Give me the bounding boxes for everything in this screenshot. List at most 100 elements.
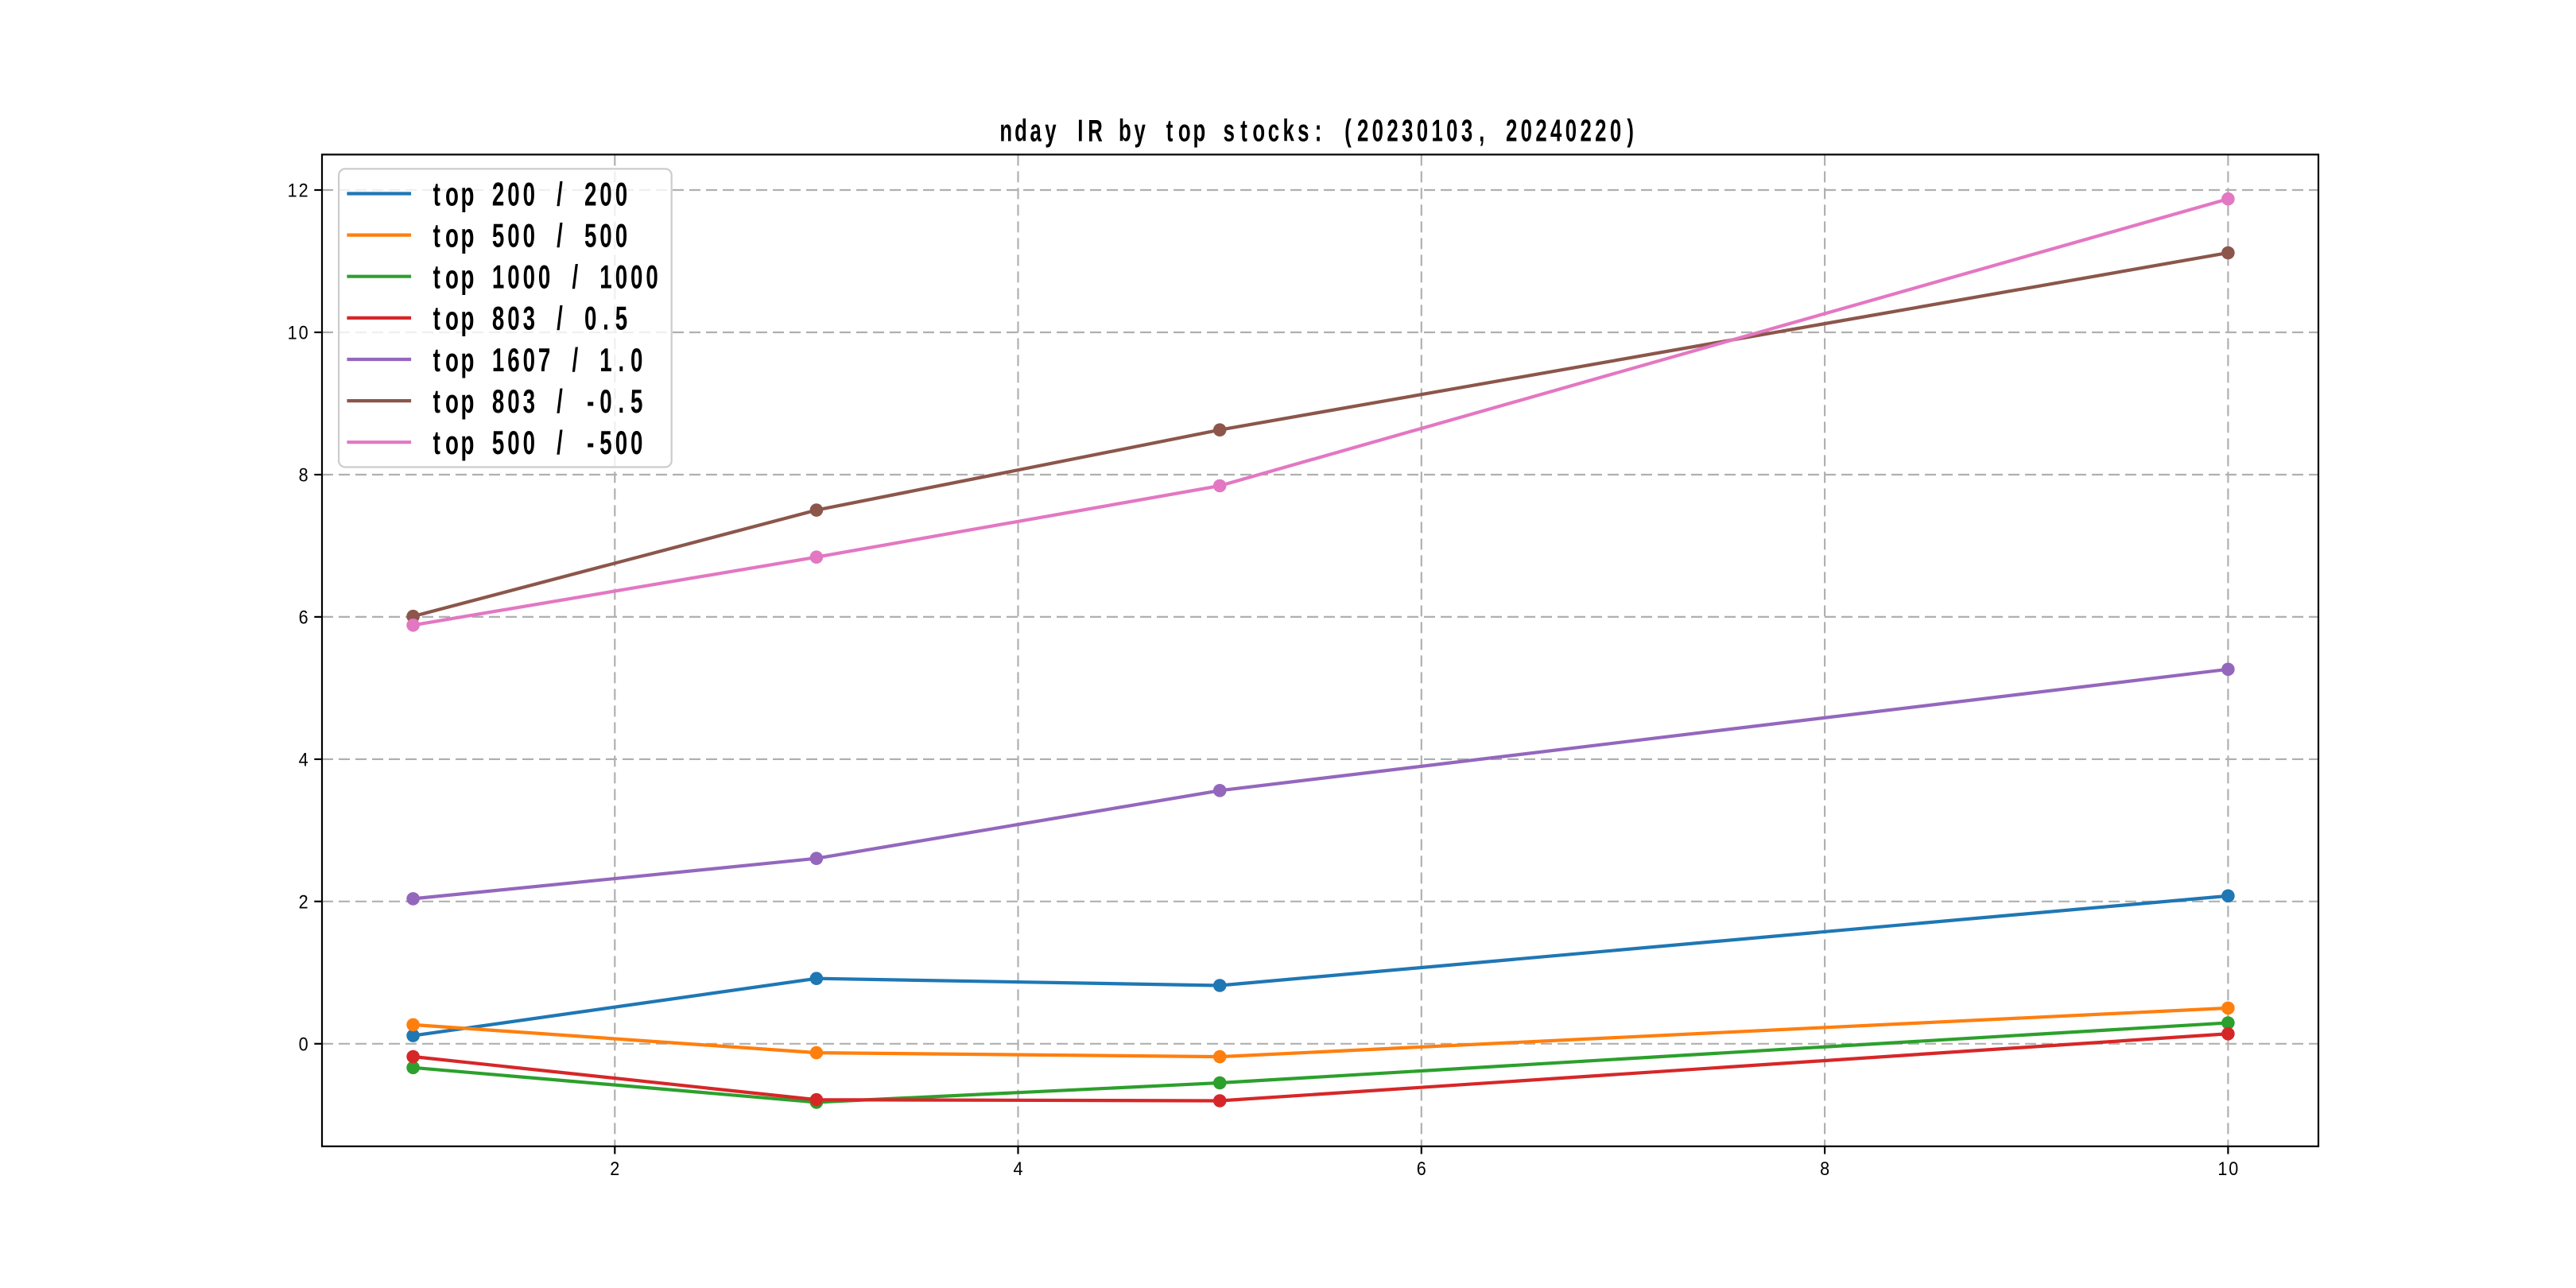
svg-text:3: 3: [1402, 114, 1413, 149]
svg-text:0: 0: [507, 217, 519, 254]
svg-text:2: 2: [610, 1158, 619, 1179]
svg-text:0: 0: [599, 217, 611, 254]
svg-text:2: 2: [1595, 114, 1606, 149]
svg-text:p: p: [460, 424, 474, 461]
svg-text:1: 1: [599, 341, 611, 378]
svg-text:o: o: [445, 176, 459, 213]
svg-text:2: 2: [1535, 114, 1546, 149]
svg-text:o: o: [445, 300, 459, 337]
svg-text:0: 0: [1446, 114, 1457, 149]
svg-text:8: 8: [492, 300, 504, 337]
svg-text:3: 3: [523, 382, 535, 420]
svg-text:d: d: [1014, 114, 1027, 149]
svg-text:y: y: [1134, 114, 1146, 149]
svg-text:0: 0: [646, 258, 658, 296]
svg-text:0: 0: [584, 300, 596, 337]
svg-text:8: 8: [1820, 1158, 1829, 1179]
svg-text:/: /: [557, 382, 563, 420]
svg-text:.: .: [619, 341, 625, 378]
svg-text:2: 2: [1357, 114, 1368, 149]
svg-text:0: 0: [507, 176, 519, 213]
svg-text:o: o: [445, 341, 459, 378]
svg-text:5: 5: [492, 217, 504, 254]
svg-text:0: 0: [1610, 114, 1621, 149]
svg-text:0: 0: [538, 258, 550, 296]
svg-text:0: 0: [615, 217, 627, 254]
svg-text:n: n: [999, 114, 1012, 149]
svg-text:0: 0: [2229, 1158, 2238, 1179]
svg-text:0: 0: [523, 176, 535, 213]
svg-text:t: t: [433, 176, 440, 213]
svg-text:4: 4: [1013, 1158, 1022, 1179]
svg-text:5: 5: [630, 382, 642, 420]
svg-text:y: y: [1045, 114, 1057, 149]
svg-text:5: 5: [615, 300, 627, 337]
svg-text:(: (: [1344, 114, 1352, 149]
svg-text:/: /: [572, 258, 578, 296]
svg-text:t: t: [433, 300, 440, 337]
svg-text:0: 0: [599, 176, 611, 213]
svg-text:): ): [1627, 114, 1634, 149]
svg-text:3: 3: [523, 300, 535, 337]
svg-text:0: 0: [630, 424, 642, 461]
svg-text:2: 2: [299, 180, 308, 201]
svg-text:o: o: [445, 424, 459, 461]
svg-text:4: 4: [299, 748, 308, 770]
svg-text:o: o: [1252, 114, 1265, 149]
svg-text:a: a: [1030, 114, 1042, 149]
svg-text:t: t: [433, 258, 440, 296]
svg-text:k: k: [1282, 114, 1294, 149]
svg-text:0: 0: [630, 258, 642, 296]
svg-text:s: s: [1298, 114, 1309, 149]
svg-text:1: 1: [492, 341, 504, 378]
svg-text:0: 0: [630, 341, 642, 378]
svg-text:0: 0: [615, 176, 627, 213]
svg-text:t: t: [433, 341, 440, 378]
svg-text:0: 0: [1521, 114, 1532, 149]
svg-text:/: /: [557, 300, 563, 337]
svg-text:1: 1: [1431, 114, 1442, 149]
svg-text:2: 2: [584, 176, 596, 213]
svg-text:p: p: [1193, 114, 1206, 149]
svg-text:o: o: [1178, 114, 1191, 149]
svg-text:-: -: [587, 382, 594, 420]
svg-text:1: 1: [492, 258, 504, 296]
svg-text:c: c: [1268, 114, 1279, 149]
svg-text:p: p: [460, 217, 474, 254]
svg-text:0: 0: [1417, 114, 1428, 149]
svg-text:.: .: [603, 300, 609, 337]
svg-text:,: ,: [1479, 114, 1484, 149]
svg-text:8: 8: [299, 464, 308, 486]
svg-text:2: 2: [1387, 114, 1398, 149]
svg-text:p: p: [460, 258, 474, 296]
svg-text:0: 0: [299, 322, 308, 343]
svg-text:1: 1: [599, 258, 611, 296]
svg-text:2: 2: [1506, 114, 1517, 149]
svg-text:.: .: [619, 382, 625, 420]
svg-text:0: 0: [615, 424, 627, 461]
svg-text:t: t: [433, 382, 440, 420]
svg-text:0: 0: [1372, 114, 1383, 149]
svg-text:p: p: [460, 176, 474, 213]
svg-text:1: 1: [2217, 1158, 2227, 1179]
svg-text:8: 8: [492, 382, 504, 420]
svg-text:5: 5: [584, 217, 596, 254]
svg-text:p: p: [460, 382, 474, 420]
svg-text:I: I: [1077, 114, 1083, 149]
svg-text:6: 6: [1417, 1158, 1426, 1179]
svg-text:0: 0: [523, 424, 535, 461]
svg-text:0: 0: [599, 382, 611, 420]
svg-text:t: t: [1166, 114, 1174, 149]
svg-text:/: /: [557, 424, 563, 461]
svg-text:2: 2: [1580, 114, 1591, 149]
svg-text:1: 1: [288, 322, 297, 343]
svg-text:-: -: [587, 424, 594, 461]
svg-text:0: 0: [507, 258, 519, 296]
svg-text:0: 0: [507, 424, 519, 461]
svg-text:2: 2: [299, 890, 308, 912]
svg-text:R: R: [1088, 114, 1103, 149]
svg-text:1: 1: [288, 180, 297, 201]
svg-text:t: t: [433, 217, 440, 254]
svg-text:0: 0: [507, 382, 519, 420]
svg-text:t: t: [1240, 114, 1247, 149]
